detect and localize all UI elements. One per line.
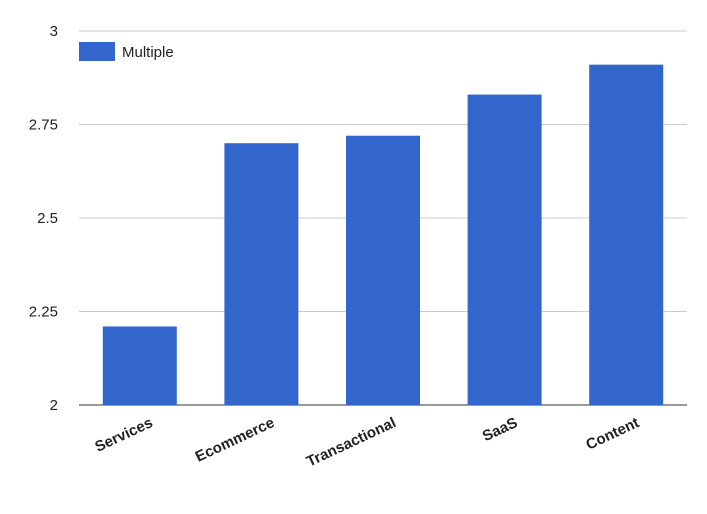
- bar-content[interactable]: [589, 64, 664, 405]
- x-category-label-saas: SaaS: [480, 414, 520, 445]
- x-category-label-transactional: Transactional: [304, 414, 399, 470]
- y-tick-label: 2: [50, 397, 58, 414]
- bar-saas[interactable]: [467, 94, 542, 405]
- legend-swatch-multiple: [79, 42, 115, 61]
- y-tick-label: 2.5: [37, 210, 58, 227]
- bar-transactional[interactable]: [346, 135, 420, 405]
- x-category-label-services: Services: [92, 414, 155, 455]
- bars: [102, 64, 664, 405]
- x-category-label-ecommerce: Ecommerce: [193, 414, 277, 465]
- bar-services[interactable]: [102, 326, 177, 405]
- x-axis-category-labels: Services Ecommerce Transactional SaaS Conten…: [92, 414, 642, 470]
- x-category-label-content: Content: [583, 414, 642, 453]
- legend-label-multiple: Multiple: [122, 44, 174, 61]
- legend: Multiple: [79, 42, 174, 61]
- bar-ecommerce[interactable]: [224, 143, 299, 405]
- y-tick-label: 2.75: [29, 117, 58, 134]
- y-tick-label: 3: [50, 23, 58, 40]
- y-axis-tick-labels: 2 2.25 2.5 2.75 3: [29, 23, 58, 414]
- y-tick-label: 2.25: [29, 304, 58, 321]
